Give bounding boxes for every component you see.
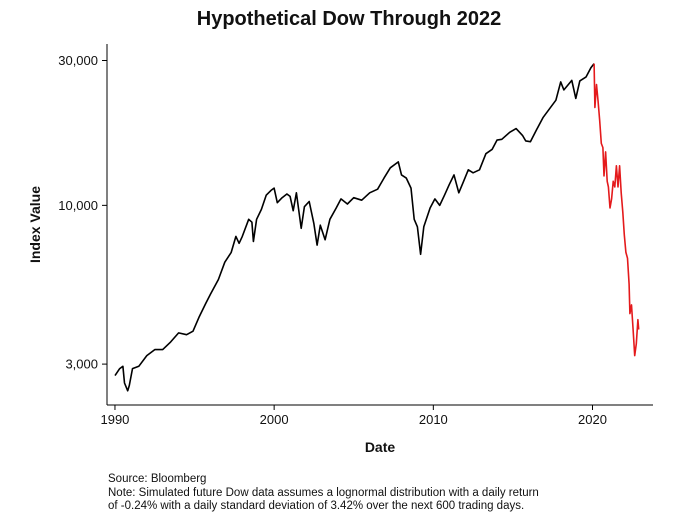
y-axis-ticks: 3,000 10,000 30,000 bbox=[58, 53, 107, 372]
methodology-note-line-2: of -0.24% with a daily standard deviatio… bbox=[108, 500, 525, 512]
y-tick-label: 3,000 bbox=[65, 357, 98, 372]
y-tick-label: 30,000 bbox=[58, 53, 98, 68]
series-group bbox=[114, 63, 640, 392]
x-axis-ticks: 1990 2000 2010 2020 bbox=[100, 405, 607, 427]
x-axis-label: Date bbox=[365, 439, 396, 455]
source-note: Source: Bloomberg bbox=[108, 473, 207, 485]
x-tick-label: 2010 bbox=[419, 412, 448, 427]
x-tick-label: 2000 bbox=[260, 412, 289, 427]
y-tick-label: 10,000 bbox=[58, 198, 98, 213]
simulated-dow-line bbox=[593, 63, 640, 357]
x-tick-label: 2020 bbox=[578, 412, 607, 427]
x-tick-label: 1990 bbox=[100, 412, 129, 427]
methodology-note-line-1: Note: Simulated future Dow data assumes … bbox=[108, 486, 539, 499]
historical-dow-line bbox=[114, 63, 595, 392]
chart-title: Hypothetical Dow Through 2022 bbox=[196, 8, 502, 30]
y-axis-label: Index Value bbox=[27, 186, 43, 263]
chart-notes: Source: Bloomberg Note: Simulated future… bbox=[108, 473, 539, 514]
